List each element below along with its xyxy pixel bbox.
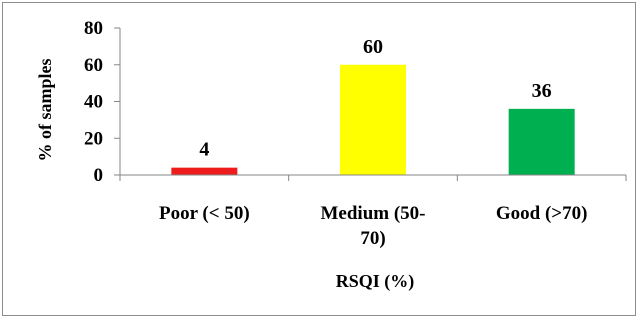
data-label-1: 60 [363,36,383,58]
y-tick-label-4: 80 [84,18,103,39]
y-tick-label-3: 60 [84,55,103,76]
bars-group [171,64,575,175]
y-tick-label-1: 20 [84,128,103,149]
bar-0 [171,167,238,175]
y-tick-label-0: 0 [94,165,104,186]
category-label-2: Good (>70) [496,203,588,224]
y-axis-title: % of samples [35,59,55,162]
x-axis-title: RSQI (%) [336,271,415,292]
data-label-0: 4 [199,139,209,161]
y-tick-label-2: 40 [84,92,103,113]
category-label-1-line-0: Medium (50- [320,203,425,224]
data-label-2: 36 [532,80,552,102]
category-label-1-line-1: 70) [360,228,385,249]
labels-group: 4 Poor (< 50) 60 Medium (50- 70) 36 Good (>70)… [84,18,587,249]
category-label-0: Poor (< 50) [159,203,250,224]
axes-group [114,27,627,181]
bar-1 [340,64,406,175]
bar-2 [508,108,575,175]
